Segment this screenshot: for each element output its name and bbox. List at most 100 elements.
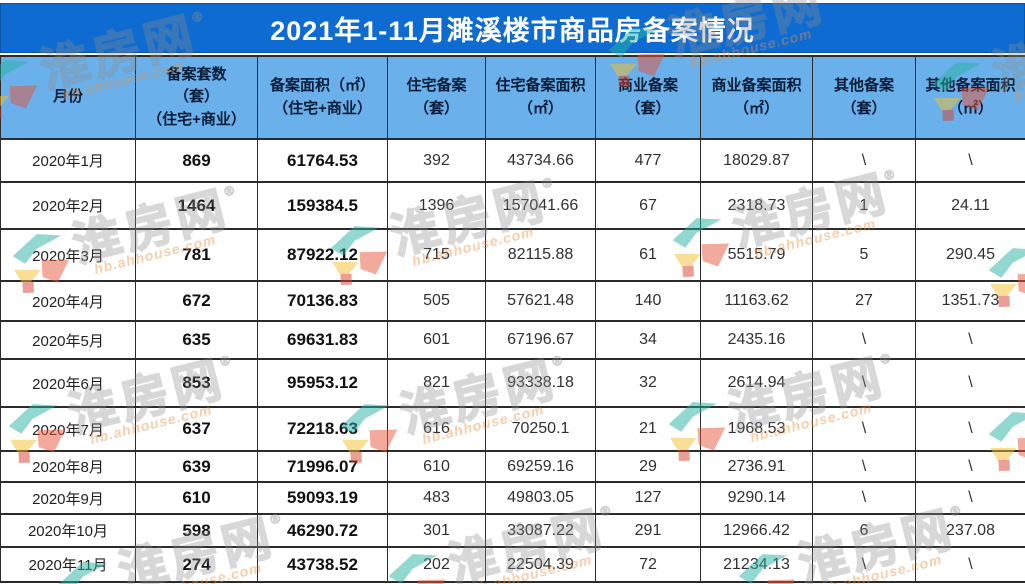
column-header-line: 备案套数 [166, 65, 227, 83]
column-header-2: 备案面积（㎡） （住宅+商业） [257, 55, 388, 140]
value-cell: 610 [387, 450, 486, 483]
value-cell: 5515.79 [700, 228, 813, 282]
value-cell: 601 [387, 320, 486, 360]
value-cell: 159384.5 [257, 181, 388, 230]
table-row: 2020年4月 672 70136.83 505 57621.48 140 11163.62… [0, 280, 1025, 322]
month-cell: 2020年6月 [0, 358, 136, 408]
value-cell: 392 [387, 138, 486, 183]
value-cell: 715 [387, 228, 486, 282]
value-cell: 67196.67 [485, 320, 596, 360]
value-cell: \ [812, 138, 916, 183]
column-header-4: 住宅备案面积 （㎡） [485, 55, 596, 140]
value-cell: \ [812, 450, 916, 483]
column-header-1: 备案套数 （套） （住宅+商业） [135, 55, 258, 140]
value-cell: 1396 [387, 181, 486, 230]
value-cell: \ [915, 450, 1025, 483]
column-header-line: （㎡） [517, 99, 563, 117]
value-cell: 2614.94 [700, 358, 813, 408]
month-cell: 2020年10月 [0, 513, 136, 548]
table-row: 2020年2月 1464 159384.5 1396 157041.66 67 2318.7… [0, 181, 1025, 230]
column-header-line: 月份 [52, 88, 83, 106]
column-header-5: 商业备案 （套） [595, 55, 701, 140]
column-header-line: 商业备案 [617, 77, 678, 94]
value-cell: 1968.53 [700, 406, 813, 452]
value-cell: 59093.19 [257, 481, 388, 515]
value-cell: 853 [135, 358, 258, 408]
value-cell: 43734.66 [485, 138, 596, 183]
value-cell: 2736.91 [700, 450, 813, 483]
value-cell: 483 [387, 481, 486, 515]
column-header-line: 住宅备案面积 [495, 77, 586, 94]
value-cell: 2435.16 [700, 320, 813, 360]
value-cell: 70250.1 [485, 406, 596, 452]
table-row: 2020年7月 637 72218.63 616 70250.1 21 1968.53 \ \ [0, 406, 1025, 452]
value-cell: 32 [595, 358, 701, 408]
column-header-8: 其他备案面积 （㎡） [915, 55, 1025, 140]
registration-table: 月份 备案套数 （套） （住宅+商业） 备案面积（㎡） （住宅+商业） 住宅备案 （套） 住宅备… [0, 55, 1025, 583]
value-cell: 24.11 [915, 181, 1025, 230]
table-row: 2020年3月 781 87922.12 715 82115.88 61 5515.79 5 2… [0, 228, 1025, 282]
value-cell: 2318.73 [700, 181, 813, 230]
column-header-0: 月份 [0, 55, 136, 140]
value-cell: 290.45 [915, 228, 1025, 282]
table-row: 2020年10月 598 46290.72 301 33087.22 291 12966.4… [0, 513, 1025, 548]
value-cell: \ [915, 320, 1025, 360]
column-header-line: 其他备案 [833, 77, 894, 94]
table-row: 2020年1月 869 61764.53 392 43734.66 477 18029.87… [0, 138, 1025, 183]
value-cell: \ [812, 320, 916, 360]
value-cell: 1351.73 [915, 280, 1025, 322]
month-cell: 2020年1月 [0, 138, 136, 183]
value-cell: 821 [387, 358, 486, 408]
value-cell: 61764.53 [257, 138, 388, 183]
value-cell: 598 [135, 513, 258, 548]
value-cell: 34 [595, 320, 701, 360]
month-cell: 2020年8月 [0, 450, 136, 483]
value-cell: 72 [595, 546, 701, 583]
table-row: 2020年5月 635 69631.83 601 67196.67 34 2435.16 \ \ [0, 320, 1025, 360]
table-row: 2020年8月 639 71996.07 610 69259.16 29 2736.91 \ \ [0, 450, 1025, 483]
value-cell: 5 [812, 228, 916, 282]
value-cell: \ [915, 546, 1025, 583]
value-cell: 1 [812, 181, 916, 230]
value-cell: \ [915, 358, 1025, 408]
column-header-line: （住宅+商业） [273, 99, 372, 117]
value-cell: 61 [595, 228, 701, 282]
value-cell: 33087.22 [485, 513, 596, 548]
value-cell: 9290.14 [700, 481, 813, 515]
value-cell: 57621.48 [485, 280, 596, 322]
value-cell: 140 [595, 280, 701, 322]
value-cell: 72218.63 [257, 406, 388, 452]
column-header-line: 其他备案面积 [925, 77, 1016, 94]
value-cell: 87922.12 [257, 228, 388, 282]
value-cell: 69259.16 [485, 450, 596, 483]
value-cell: 1464 [135, 181, 258, 230]
value-cell: 639 [135, 450, 258, 483]
table-row: 2020年9月 610 59093.19 483 49803.05 127 9290.14 \… [0, 481, 1025, 515]
value-cell: 274 [135, 546, 258, 583]
value-cell: 69631.83 [257, 320, 388, 360]
table-body: 2020年1月 869 61764.53 392 43734.66 477 18029.87… [0, 138, 1025, 583]
column-header-line: （套） [413, 99, 459, 117]
header-row: 月份 备案套数 （套） （住宅+商业） 备案面积（㎡） （住宅+商业） 住宅备案 （套） 住宅备… [0, 55, 1025, 140]
value-cell: 237.08 [915, 513, 1025, 548]
month-cell: 2020年7月 [0, 406, 136, 452]
page-title: 2021年1-11月濉溪楼市商品房备案情况 [0, 3, 1025, 53]
value-cell: 869 [135, 138, 258, 183]
value-cell: 477 [595, 138, 701, 183]
column-header-3: 住宅备案 （套） [387, 55, 486, 140]
month-cell: 2020年11月 [0, 546, 136, 583]
value-cell: \ [915, 406, 1025, 452]
value-cell: 21234.13 [700, 546, 813, 583]
value-cell: \ [812, 358, 916, 408]
value-cell: \ [812, 546, 916, 583]
value-cell: \ [915, 138, 1025, 183]
month-cell: 2020年3月 [0, 228, 136, 282]
column-header-line: （套） [841, 99, 887, 117]
column-header-line: （㎡） [947, 99, 993, 117]
column-header-line: 商业备案面积 [711, 77, 802, 94]
column-header-line: （套） [625, 99, 671, 117]
value-cell: 49803.05 [485, 481, 596, 515]
table-row: 2020年11月 274 43738.52 202 22504.39 72 21234.13… [0, 546, 1025, 583]
month-cell: 2020年9月 [0, 481, 136, 515]
